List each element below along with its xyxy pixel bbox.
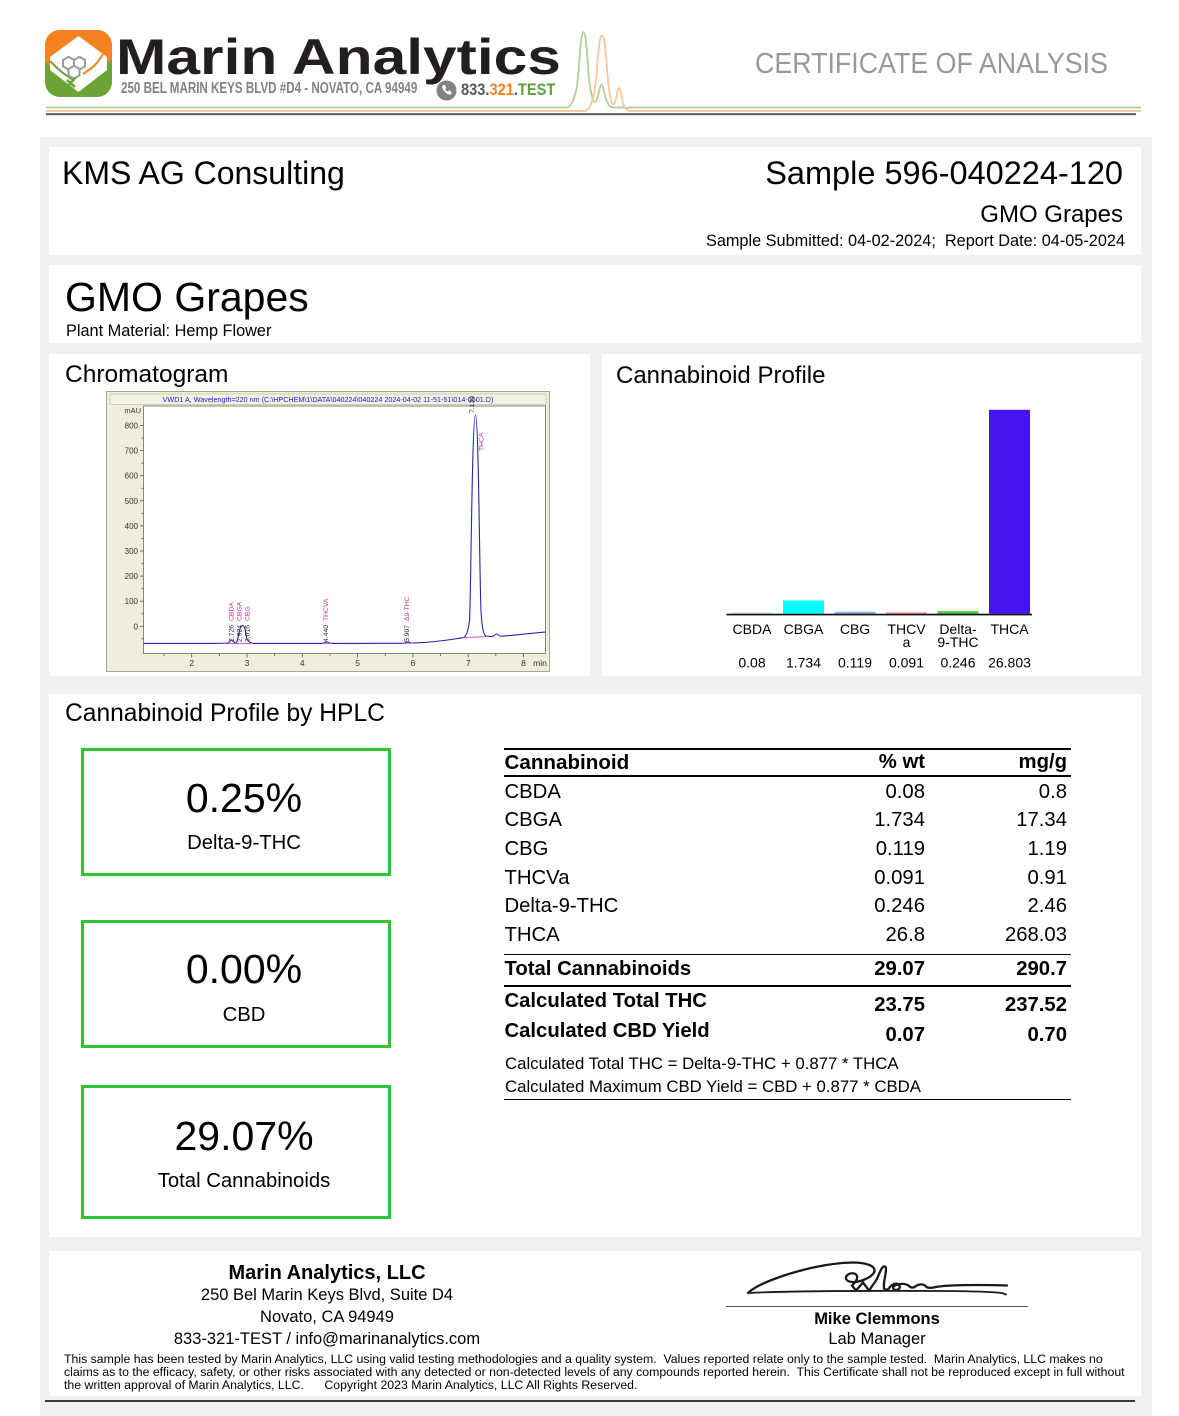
svg-text:700: 700 xyxy=(125,447,139,456)
svg-text:CBGA: CBGA xyxy=(784,621,824,637)
svg-text:4: 4 xyxy=(300,658,305,668)
svg-text:0.08: 0.08 xyxy=(738,655,765,671)
svg-text:3.016: 3.016 xyxy=(244,625,251,642)
svg-text:CBDA: CBDA xyxy=(228,602,235,621)
svg-text:2.726: 2.726 xyxy=(228,625,235,642)
svg-text:THCVA: THCVA xyxy=(323,598,330,621)
svg-text:600: 600 xyxy=(125,472,139,481)
svg-text:8: 8 xyxy=(521,658,526,668)
svg-text:800: 800 xyxy=(125,422,139,431)
svg-text:0.091: 0.091 xyxy=(889,655,924,671)
svg-text:Δ9-THC: Δ9-THC xyxy=(404,596,411,621)
svg-text:0.246: 0.246 xyxy=(940,655,975,671)
svg-text:THCA: THCA xyxy=(478,432,485,451)
svg-text:2.924: 2.924 xyxy=(236,625,243,642)
svg-text:Delta-: Delta- xyxy=(939,621,977,637)
svg-text:mAU: mAU xyxy=(124,406,141,415)
svg-text:7: 7 xyxy=(466,658,471,668)
svg-text:6: 6 xyxy=(411,658,416,668)
svg-text:3: 3 xyxy=(245,658,250,668)
svg-text:2: 2 xyxy=(189,658,194,668)
svg-text:0: 0 xyxy=(134,622,139,631)
svg-text:500: 500 xyxy=(125,497,139,506)
svg-text:min: min xyxy=(533,658,547,668)
svg-text:THCA: THCA xyxy=(990,621,1029,637)
svg-text:1.734: 1.734 xyxy=(786,655,821,671)
svg-text:CBG: CBG xyxy=(840,621,870,637)
svg-text:CBG: CBG xyxy=(244,606,251,621)
svg-text:7.130: 7.130 xyxy=(469,396,476,413)
svg-text:9-THC: 9-THC xyxy=(937,634,978,650)
svg-text:100: 100 xyxy=(125,597,139,606)
svg-text:26.803: 26.803 xyxy=(988,655,1031,671)
svg-text:5.907: 5.907 xyxy=(404,625,411,642)
svg-text:CBDA: CBDA xyxy=(733,621,773,637)
svg-text:4.440: 4.440 xyxy=(323,625,330,642)
svg-text:400: 400 xyxy=(125,522,139,531)
svg-text:a: a xyxy=(903,634,911,650)
svg-text:THCV: THCV xyxy=(887,621,926,637)
svg-text:200: 200 xyxy=(125,572,139,581)
svg-text:VWD1 A, Wavelength=220 nm (C:\: VWD1 A, Wavelength=220 nm (C:\HPCHEM\1\D… xyxy=(163,395,494,404)
svg-text:5: 5 xyxy=(355,658,360,668)
svg-text:300: 300 xyxy=(125,547,139,556)
svg-text:0.119: 0.119 xyxy=(838,655,872,671)
svg-text:CBGA: CBGA xyxy=(236,601,243,621)
